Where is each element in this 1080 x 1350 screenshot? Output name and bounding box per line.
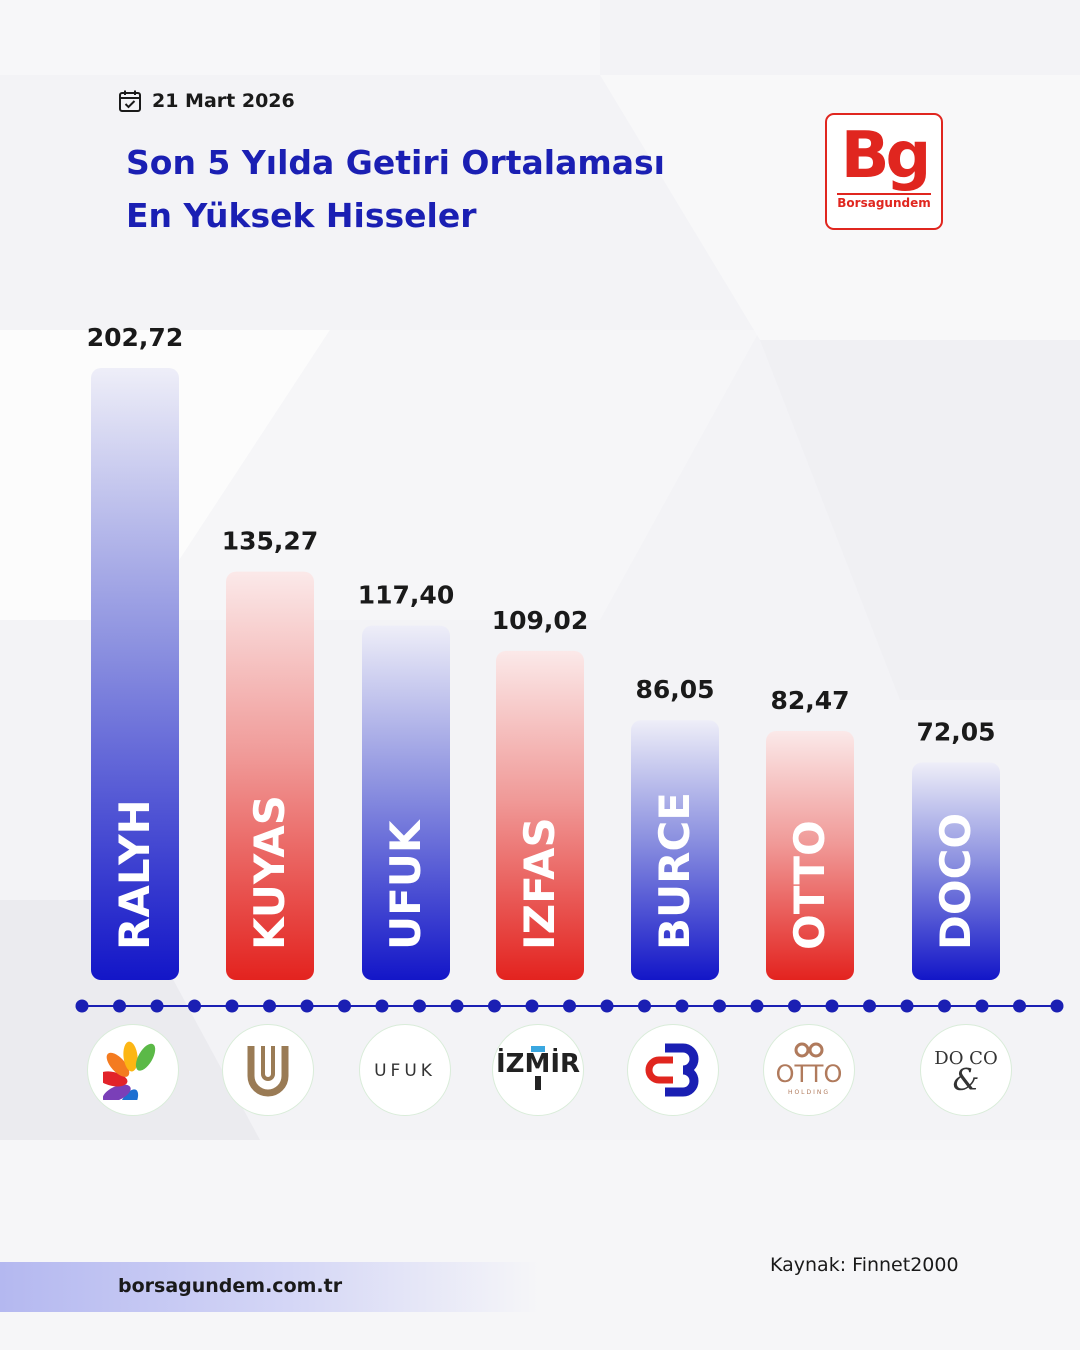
baseline-dots xyxy=(75,999,1064,1013)
category-label-kuyas: KUYAS xyxy=(245,795,294,950)
baseline-dot xyxy=(338,999,351,1013)
otto-holding-wordmark: OTTO HOLDING xyxy=(763,1024,855,1116)
title-line-2: En Yüksek Hisseler xyxy=(126,196,477,235)
bar-kuyas xyxy=(226,571,314,980)
baseline-dot xyxy=(975,999,989,1013)
baseline-dot xyxy=(75,999,89,1013)
report-date: 21 Mart 2026 xyxy=(152,90,295,112)
category-label-ralyh: RALYH xyxy=(110,799,159,950)
svg-text:HOLDING: HOLDING xyxy=(788,1089,830,1096)
svg-text:&: & xyxy=(953,1063,980,1098)
izmir-wordmark: İZMİR xyxy=(492,1024,584,1116)
svg-text:OTTO: OTTO xyxy=(776,1060,843,1088)
peacock-fan-icon xyxy=(87,1024,179,1116)
baseline-dot xyxy=(450,999,464,1013)
category-label-burce: BURCE xyxy=(650,792,699,950)
baseline-dot xyxy=(638,999,651,1013)
baseline-dot xyxy=(375,999,389,1013)
category-label-ufuk: UFUK xyxy=(381,819,430,950)
baseline-dot xyxy=(1050,999,1064,1013)
b-monogram-icon xyxy=(627,1024,719,1116)
bar-ralyh xyxy=(91,368,179,980)
baseline-dot xyxy=(113,999,126,1013)
baseline-dot xyxy=(300,999,314,1013)
baseline-dot xyxy=(750,999,764,1013)
value-label-doco: 72,05 xyxy=(916,717,995,746)
bar-otto xyxy=(766,731,854,980)
u-monogram-icon xyxy=(222,1024,314,1116)
baseline-dot xyxy=(1013,999,1026,1013)
value-label-burce: 86,05 xyxy=(635,675,714,704)
value-label-otto: 82,47 xyxy=(770,686,849,715)
baseline-dot xyxy=(900,999,914,1013)
bar-burce xyxy=(631,720,719,980)
value-label-izfas: 109,02 xyxy=(492,606,588,635)
value-label-kuyas: 135,27 xyxy=(222,527,318,556)
value-label-ufuk: 117,40 xyxy=(358,581,454,610)
date-row: 21 Mart 2026 xyxy=(118,88,295,114)
ufuk-wordmark: UFUK xyxy=(359,1024,451,1116)
baseline-dot xyxy=(263,999,276,1013)
baseline-dot xyxy=(675,999,689,1013)
calendar-check-icon xyxy=(119,90,141,112)
bar-doco xyxy=(912,762,1000,980)
category-label-otto: OTTO xyxy=(785,820,834,950)
baseline-dot xyxy=(863,999,876,1013)
baseline-dot xyxy=(713,999,726,1013)
baseline-dot xyxy=(788,999,801,1013)
baseline-dot xyxy=(825,999,839,1013)
baseline-dot xyxy=(525,999,539,1013)
svg-text:DO CO: DO CO xyxy=(934,1048,997,1069)
baseline-dot xyxy=(563,999,576,1013)
baseline-dot xyxy=(413,999,426,1013)
page-title: Son 5 Yılda Getiri Ortalaması En Yüksek … xyxy=(126,136,665,242)
borsagundem-logo: Bg Borsagundem xyxy=(825,113,943,230)
baseline-dot xyxy=(150,999,164,1013)
logo-mark: Bg xyxy=(840,119,932,193)
baseline-dot xyxy=(488,999,501,1013)
baseline-dot xyxy=(188,999,201,1013)
source-note: Kaynak: Finnet2000 xyxy=(770,1254,959,1276)
title-line-1: Son 5 Yılda Getiri Ortalaması xyxy=(126,143,665,182)
baseline-dot xyxy=(225,999,239,1013)
category-label-doco: DOCO xyxy=(931,813,980,950)
category-label-izfas: IZFAS xyxy=(515,817,564,950)
baseline-dot xyxy=(938,999,951,1013)
baseline-dot xyxy=(600,999,614,1013)
svg-text:UFUK: UFUK xyxy=(374,1061,436,1081)
svg-text:İZMİR: İZMİR xyxy=(496,1047,580,1079)
company-logos-row: UFUK İZMİR OTTO HOLDING DO CO & xyxy=(0,1022,1080,1122)
bar-ufuk xyxy=(362,625,450,980)
website-url[interactable]: borsagundem.com.tr xyxy=(118,1275,343,1297)
bar-izfas xyxy=(496,650,584,980)
logo-name: Borsagundem xyxy=(837,193,931,210)
footer-band xyxy=(0,1262,540,1312)
do-and-co-wordmark: DO CO & xyxy=(920,1024,1012,1116)
value-label-ralyh: 202,72 xyxy=(87,323,183,352)
